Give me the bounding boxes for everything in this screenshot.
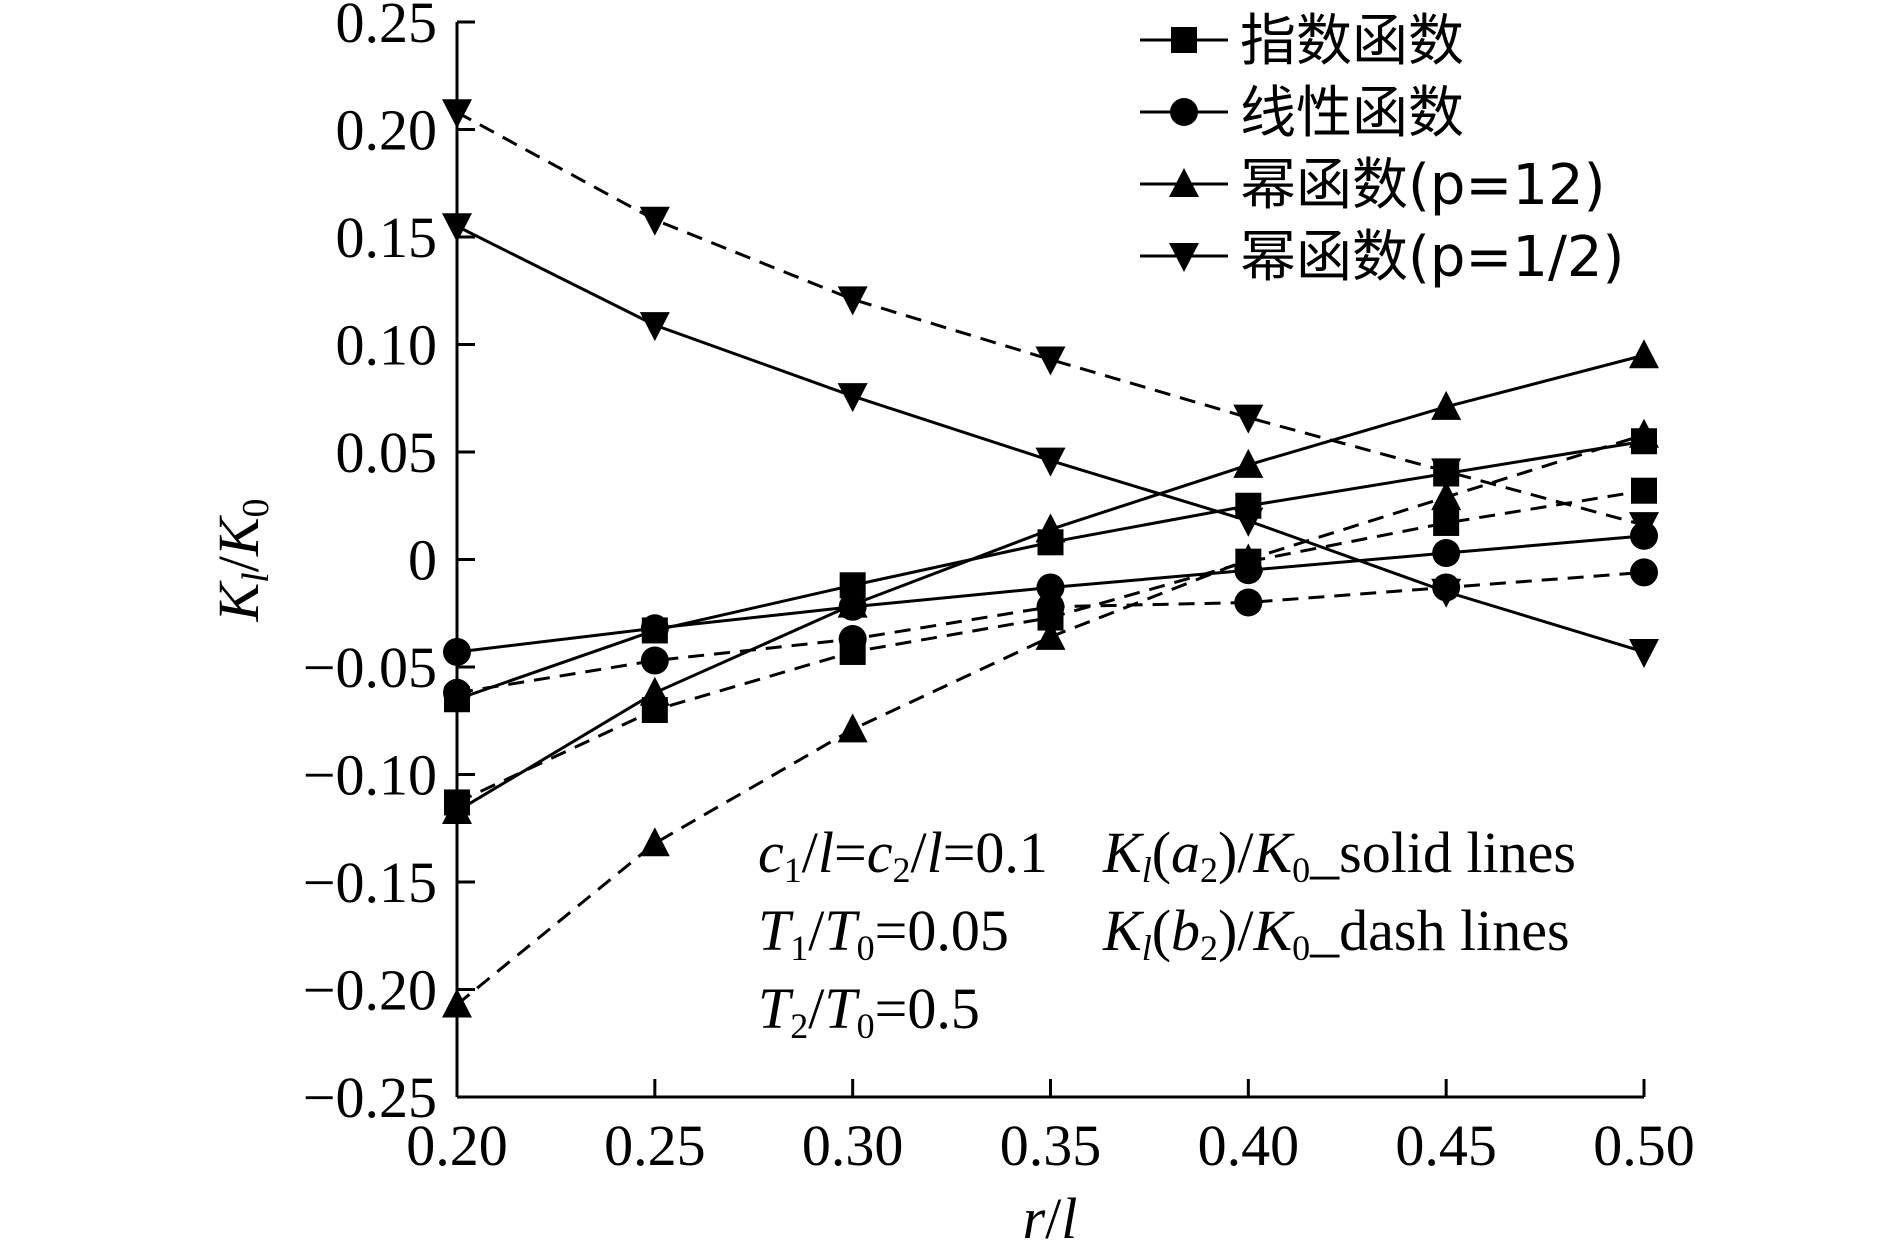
data-point-triangle-down bbox=[1431, 458, 1462, 488]
data-point-triangle-up bbox=[837, 713, 868, 743]
data-point-square bbox=[1631, 477, 1657, 504]
data-point-triangle-down bbox=[1233, 404, 1264, 434]
annotation-t2-ratio: T2/T0=0.5 bbox=[758, 976, 980, 1046]
data-point-triangle-down bbox=[1233, 507, 1264, 537]
data-point-square bbox=[1433, 509, 1460, 536]
legend-item: 幂函数(p=12) bbox=[1140, 153, 1605, 218]
y-tick-label: −0.25 bbox=[303, 1065, 437, 1130]
y-tick-label: −0.05 bbox=[303, 635, 437, 700]
legend-marker-triangle-down bbox=[1169, 243, 1199, 272]
data-point-circle bbox=[838, 625, 867, 654]
series-4 bbox=[442, 339, 1659, 825]
data-point-triangle-down bbox=[1035, 447, 1066, 477]
legend-item: 指数函数 bbox=[1140, 9, 1464, 74]
data-point-circle bbox=[1036, 592, 1065, 621]
data-point-triangle-up bbox=[639, 676, 670, 706]
data-point-triangle-up bbox=[1233, 448, 1264, 478]
series-line-square-solid bbox=[456, 439, 1645, 701]
series-layer bbox=[442, 99, 1659, 1018]
y-tick-label: 0.25 bbox=[336, 0, 438, 55]
x-tick-label: 0.50 bbox=[1593, 1113, 1695, 1178]
data-point-circle bbox=[640, 646, 669, 675]
y-tick-label: 0.15 bbox=[336, 205, 438, 270]
data-point-triangle-down bbox=[1431, 578, 1462, 608]
ticks: 0.20 0.25 0.30 0.35 0.40 0.45 0.50 0.25 0.20 0.15… bbox=[303, 0, 1695, 1178]
y-tick-label: 0.20 bbox=[336, 98, 438, 163]
data-point-triangle-up bbox=[1035, 513, 1066, 543]
data-point-triangle-up bbox=[1233, 543, 1264, 573]
annotation-c-ratio: c1/l=c2/l=0.1 bbox=[758, 820, 1048, 890]
data-point-triangle-up bbox=[1629, 418, 1659, 448]
data-point-triangle-up bbox=[639, 827, 670, 857]
data-point-circle bbox=[1036, 573, 1065, 602]
annotation-dash-lines: Kl(b2)/K0_dash lines bbox=[1102, 898, 1570, 968]
data-point-triangle-down bbox=[1035, 346, 1066, 376]
legend-marker-square bbox=[1171, 27, 1197, 53]
legend-item: 幂函数(p=1/2) bbox=[1140, 225, 1624, 290]
data-point-circle bbox=[1432, 539, 1461, 568]
data-point-triangle-up bbox=[837, 588, 868, 618]
data-point-triangle-down bbox=[639, 312, 670, 342]
legend-marker-circle bbox=[1170, 98, 1198, 126]
y-tick-label: −0.10 bbox=[303, 743, 437, 808]
y-tick-label: 0.10 bbox=[336, 313, 438, 378]
data-point-triangle-up bbox=[1431, 481, 1462, 511]
legend-label: 指数函数 bbox=[1240, 9, 1464, 74]
data-point-triangle-down bbox=[639, 206, 670, 236]
y-tick-label: −0.15 bbox=[303, 850, 437, 915]
data-point-triangle-up bbox=[1035, 620, 1066, 650]
data-point-circle bbox=[1234, 588, 1263, 617]
legend-label: 线性函数 bbox=[1240, 81, 1464, 146]
annotations: c1/l=c2/l=0.1 T1/T0=0.05 T2/T0=0.5 Kl(a2… bbox=[758, 820, 1576, 1046]
y-tick-label: 0.05 bbox=[336, 420, 438, 485]
data-point-triangle-down bbox=[837, 286, 868, 316]
legend-label: 幂函数(p=1/2) bbox=[1240, 225, 1624, 290]
x-tick-label: 0.45 bbox=[1395, 1113, 1497, 1178]
data-point-triangle-down bbox=[837, 383, 868, 413]
data-point-circle bbox=[640, 614, 669, 643]
annotation-solid-lines: Kl(a2)/K0_solid lines bbox=[1102, 820, 1576, 890]
series-6 bbox=[442, 213, 1659, 668]
x-axis-label: r/l bbox=[1023, 1186, 1078, 1242]
data-point-triangle-down bbox=[1629, 512, 1659, 542]
legend-label: 幂函数(p=12) bbox=[1240, 153, 1605, 218]
data-point-triangle-up bbox=[1431, 390, 1462, 420]
x-tick-label: 0.30 bbox=[802, 1113, 904, 1178]
x-tick-label: 0.40 bbox=[1198, 1113, 1300, 1178]
x-tick-label: 0.35 bbox=[1000, 1113, 1102, 1178]
data-point-triangle-up bbox=[1629, 339, 1659, 369]
y-tick-label: −0.20 bbox=[303, 958, 437, 1023]
y-axis-label: Kl/K0 bbox=[206, 498, 277, 622]
x-tick-label: 0.25 bbox=[604, 1113, 706, 1178]
data-point-circle bbox=[1630, 558, 1658, 587]
legend-marker-triangle-up bbox=[1169, 168, 1199, 197]
x-tick-label: 0.20 bbox=[406, 1113, 508, 1178]
legend-item: 线性函数 bbox=[1140, 81, 1464, 146]
data-point-triangle-down bbox=[1629, 638, 1659, 668]
annotation-t1-ratio: T1/T0=0.05 bbox=[758, 898, 1009, 968]
y-tick-label: 0 bbox=[408, 528, 437, 593]
